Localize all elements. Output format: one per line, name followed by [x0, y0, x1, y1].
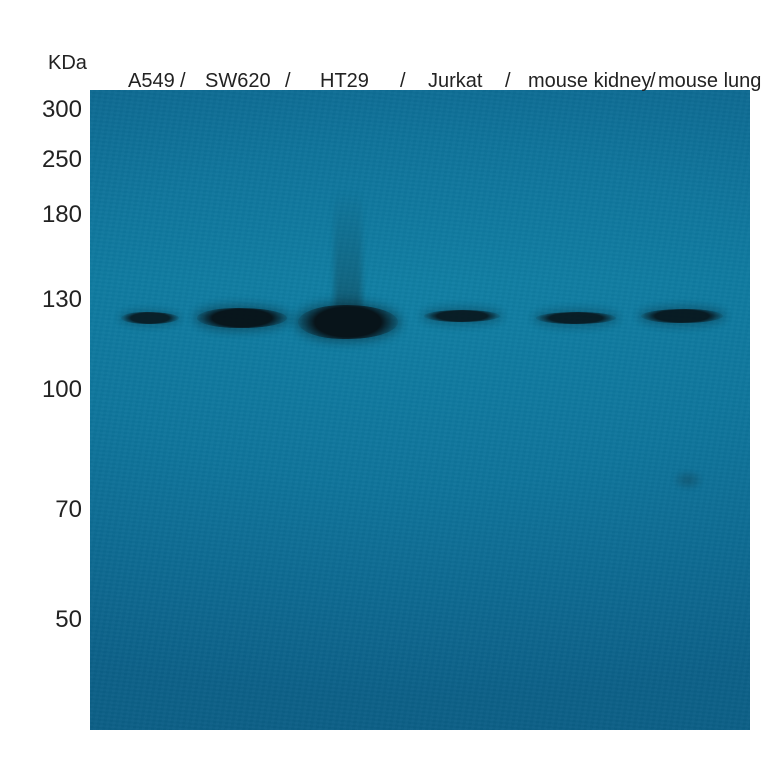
lane-separator-1: /: [285, 70, 291, 93]
ytick-300: 300: [32, 96, 82, 124]
band-ht29: [298, 305, 398, 339]
faint-spot-mouse-lung: [673, 470, 703, 490]
ytick-250: 250: [32, 146, 82, 174]
ytick-70: 70: [32, 496, 82, 524]
lane-separator-4: /: [650, 70, 656, 93]
band-sw620: [197, 308, 287, 328]
membrane-noise: [90, 90, 750, 730]
lane-separator-0: /: [180, 70, 186, 93]
lane-label-jurkat: Jurkat: [428, 70, 482, 93]
ytick-100: 100: [32, 376, 82, 404]
lane-separator-3: /: [505, 70, 511, 93]
band-mouse-kidney: [536, 312, 616, 324]
lane-label-ht29: HT29: [320, 70, 369, 93]
lane-label-mouse-lung: mouse lung: [658, 70, 761, 93]
band-mouse-lung: [641, 309, 723, 323]
figure-frame: KDa3002501801301007050A549/SW620/HT29/Ju…: [10, 10, 754, 754]
axis-unit-label: KDa: [48, 52, 87, 75]
lane-separator-2: /: [400, 70, 406, 93]
lane-label-a549: A549: [128, 70, 175, 93]
ytick-50: 50: [32, 606, 82, 634]
western-blot-plot: KDa3002501801301007050A549/SW620/HT29/Ju…: [10, 10, 754, 754]
band-a549: [121, 312, 179, 324]
lane-label-mouse-kidney: mouse kidney: [528, 70, 651, 93]
band-jurkat: [424, 310, 500, 322]
ytick-130: 130: [32, 286, 82, 314]
band-smear-ht29: [334, 190, 362, 310]
lane-label-sw620: SW620: [205, 70, 271, 93]
ytick-180: 180: [32, 201, 82, 229]
